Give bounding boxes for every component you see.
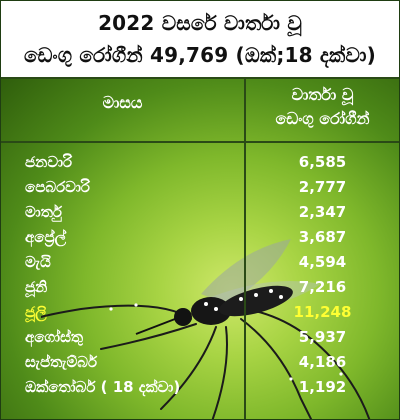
row-month: ජූලි xyxy=(25,303,47,321)
row-month: ජූනි xyxy=(25,278,48,296)
row-cases: 3,687 xyxy=(298,228,347,246)
table-row: සැප්තැම්බර් 4,186 xyxy=(1,351,399,376)
table-row: මාර්තු 2,347 xyxy=(1,201,399,226)
row-month: මැයි xyxy=(25,253,51,271)
table-row: පෙබරවාරි 2,777 xyxy=(1,176,399,201)
row-cases: 4,186 xyxy=(298,353,347,371)
row-month: ඔක්තෝබර් ( 18 දක්වා) xyxy=(25,378,181,396)
row-cases: 6,585 xyxy=(298,153,347,171)
title-line-2: ඩෙංගු රෝගීන් 49,769 (ඔක්;18 දක්වා) xyxy=(24,43,376,67)
row-month: මාර්තු xyxy=(25,203,62,221)
column-divider xyxy=(244,79,246,419)
column-header-cases-line-2: ඩෙංගු රෝගීන් xyxy=(275,109,370,128)
row-month: අගෝස්තු xyxy=(25,328,84,346)
header-divider xyxy=(1,141,399,143)
title-block: 2022 වසරේ වාර්තා වූ ඩෙංගු රෝගීන් 49,769 … xyxy=(1,1,399,77)
table-row: අප්‍රේල් 3,687 xyxy=(1,226,399,251)
data-table: මාසය වාර්තා වූ ඩෙංගු රෝගීන් ජනවාරි 6,585… xyxy=(1,77,399,419)
table-row: ජනවාරි 6,585 xyxy=(1,151,399,176)
row-cases: 1,192 xyxy=(298,378,347,396)
row-month: සැප්තැම්බර් xyxy=(25,353,98,371)
column-header-cases-line-1: වාර්තා වූ xyxy=(291,85,354,104)
title-line-1: 2022 වසරේ වාර්තා වූ xyxy=(98,11,302,35)
mosquito-image xyxy=(41,239,371,419)
column-header-month: මාසය xyxy=(102,93,143,112)
table-body: ජනවාරි 6,585 පෙබරවාරි 2,777 මාර්තු 2,347… xyxy=(1,151,399,401)
column-header-cases: වාර්තා වූ ඩෙංගු රෝගීන් xyxy=(246,83,399,131)
table-row: ඔක්තෝබර් ( 18 දක්වා) 1,192 xyxy=(1,376,399,401)
row-month: ජනවාරි xyxy=(25,153,73,171)
row-cases: 4,594 xyxy=(298,253,347,271)
row-cases: 2,347 xyxy=(298,203,347,221)
table-row: ජූනි 7,216 xyxy=(1,276,399,301)
table-row: අගෝස්තු 5,937 xyxy=(1,326,399,351)
table-row: මැයි 4,594 xyxy=(1,251,399,276)
row-month: අප්‍රේල් xyxy=(25,228,67,246)
row-cases: 7,216 xyxy=(298,278,347,296)
table-row-highlighted: ජූලි 11,248 xyxy=(1,301,399,326)
row-cases: 5,937 xyxy=(298,328,347,346)
row-month: පෙබරවාරි xyxy=(25,178,90,196)
row-cases: 2,777 xyxy=(298,178,347,196)
row-cases: 11,248 xyxy=(293,303,352,321)
